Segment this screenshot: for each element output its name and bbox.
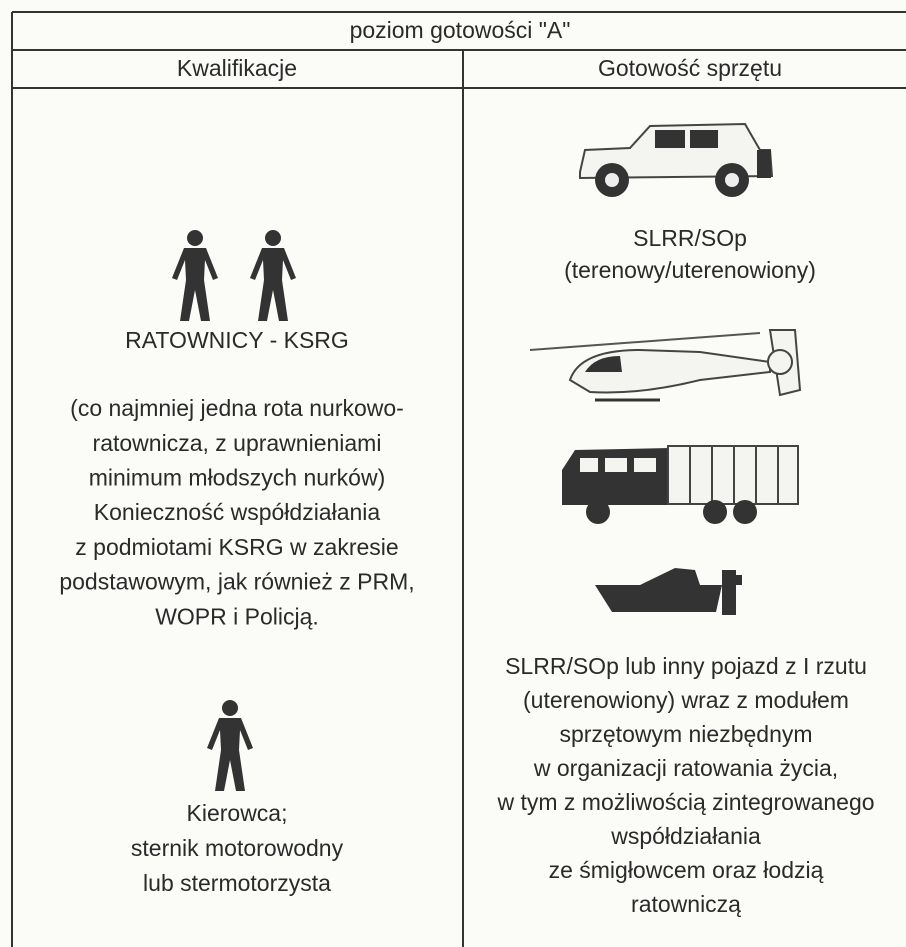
left-description: (co najmniej jedna rota nurkowo-ratownic…: [59, 395, 414, 629]
text-line: (uterenowiony) wraz z modułem: [523, 687, 849, 713]
text-line: w tym z możliwością zintegrowanego: [496, 789, 874, 815]
boat-icon: [595, 568, 742, 615]
text-line: Konieczność współdziałania: [94, 499, 381, 525]
text-line: ratowniczą: [631, 891, 741, 917]
text-line: SLRR/SOp lub inny pojazd z I rzutu: [505, 653, 867, 679]
column-header: Kwalifikacje: [177, 55, 297, 81]
text-line: (terenowy/uterenowiony): [564, 257, 816, 283]
text-line: ze śmigłowcem oraz łodzią: [549, 857, 824, 883]
text-line: minimum młodszych nurków): [89, 464, 386, 490]
text-line: podstawowym, jak również z PRM,: [59, 569, 414, 595]
helicopter-icon: [529, 329, 802, 402]
text-line: z podmiotami KSRG w zakresie: [75, 534, 398, 560]
text-line: w organizacji ratowania życia,: [533, 755, 838, 781]
text-line: ratownicza, z uprawnieniami: [93, 430, 382, 456]
car-icon: [579, 122, 774, 197]
vehicle-label: SLRR/SOp (terenowy/uterenowiony): [564, 225, 816, 283]
text-line: sprzętowym niezbędnym: [559, 721, 812, 747]
fire-truck-icon: [562, 445, 799, 524]
text-line: SLRR/SOp: [633, 225, 747, 251]
person-icon: [250, 230, 296, 321]
driver-text: Kierowca; sternik motorowodny lub stermoto…: [131, 800, 344, 896]
person-icon: [207, 700, 253, 791]
person-icon: [172, 230, 218, 321]
right-description: SLRR/SOp lub inny pojazd z I rzutu (utere…: [496, 653, 874, 917]
text-line: (co najmniej jedna rota nurkowo-: [70, 395, 404, 421]
text-line: WOPR i Policją.: [155, 603, 319, 629]
column-header: Gotowość sprzętu: [598, 55, 782, 81]
text-line: lub stermotorzysta: [143, 870, 331, 896]
text-line: współdziałania: [610, 823, 761, 849]
table-title: poziom gotowości "A": [350, 17, 571, 43]
text-line: Kierowca;: [187, 800, 288, 826]
text-line: sternik motorowodny: [131, 835, 344, 861]
group-label: RATOWNICY - KSRG: [125, 327, 349, 353]
